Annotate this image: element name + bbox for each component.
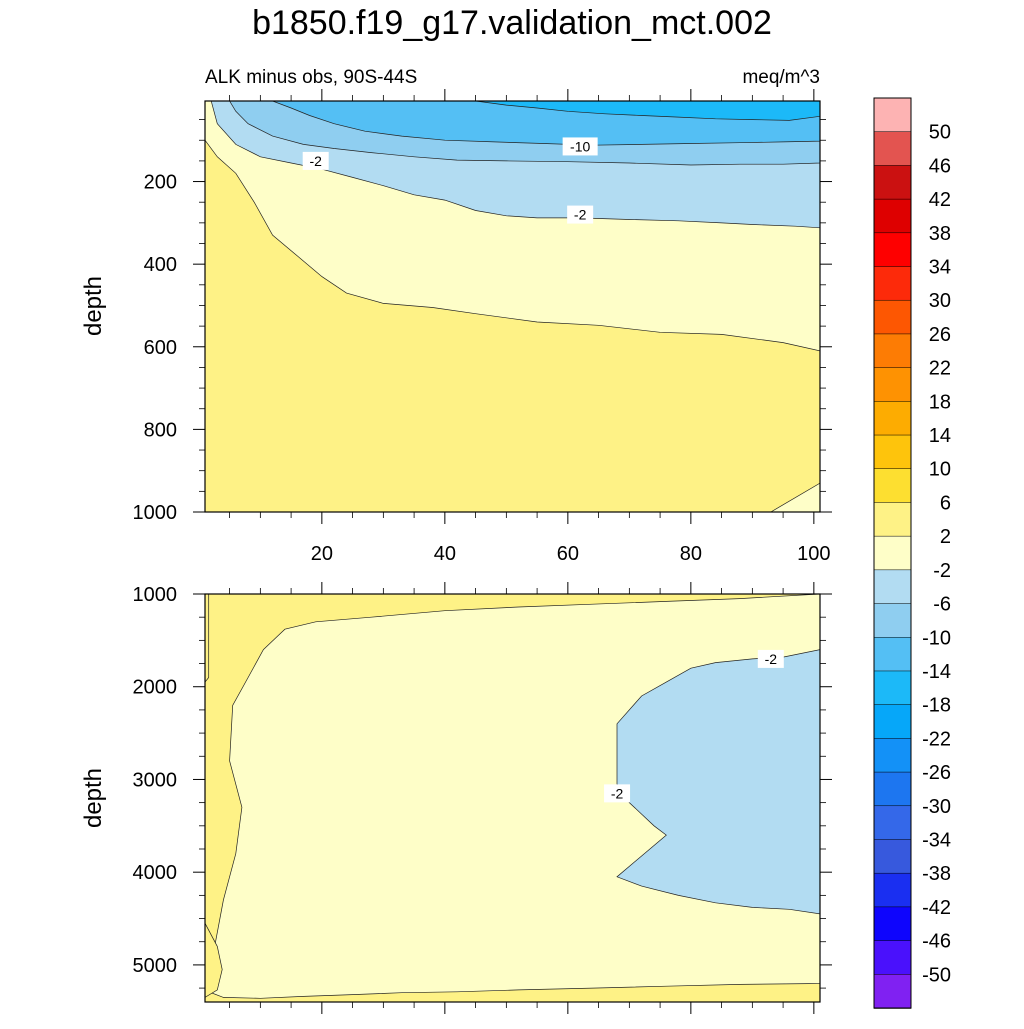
colorbar-swatch	[873, 367, 912, 403]
colorbar-swatch	[873, 198, 912, 234]
colorbar-label: 38	[929, 223, 951, 245]
lower-panel: 1000 2000 3000 4000 5000 -2 -2	[133, 582, 832, 1014]
colorbar-label: 26	[929, 324, 951, 346]
colorbar-swatch	[873, 97, 912, 133]
colorbar-swatch	[873, 299, 912, 335]
colorbar-swatch	[873, 974, 912, 1009]
colorbar-label: 50	[929, 122, 951, 144]
colorbar: 50 46 42 38 34 30 26 22 18 14 10 6 2 -2 -6 -10 -14 -18 -22…	[873, 97, 951, 1009]
upper-plot-frame	[204, 100, 821, 513]
colorbar-label: 22	[929, 358, 951, 380]
colorbar-label: 46	[929, 155, 951, 177]
colorbar-label: -30	[922, 796, 951, 818]
upper-right-label: meq/m^3	[742, 67, 820, 88]
colorbar-label: -2	[933, 560, 951, 582]
lower-fill-left-edge	[205, 594, 210, 683]
colorbar-swatch	[873, 872, 912, 908]
lower-y-tick-label: 2000	[133, 677, 178, 699]
colorbar-swatch	[873, 401, 912, 436]
colorbar-label: 10	[929, 459, 951, 481]
colorbar-label: 2	[940, 526, 951, 548]
upper-contour-label-bg	[562, 137, 598, 156]
upper-y-tick-label: 200	[144, 172, 177, 194]
colorbar-label: 30	[929, 290, 951, 312]
upper-x-tick-label: 100	[797, 543, 830, 565]
lower-y-tick-label: 5000	[133, 955, 178, 977]
upper-y-tick-label: 600	[144, 337, 177, 359]
upper-x-tick-label: 80	[680, 543, 702, 565]
lower-fill-minus6-minus2	[616, 649, 820, 915]
colorbar-swatch	[873, 738, 912, 773]
lower-contour-label-bg	[757, 649, 784, 668]
colorbar-swatch	[873, 940, 912, 976]
colorbar-swatch	[873, 131, 912, 167]
lower-contour-label: -2	[611, 785, 624, 801]
chart-title: b1850.f19_g17.validation_mct.002	[252, 4, 772, 42]
colorbar-label: -6	[933, 594, 951, 616]
upper-contour-label: -10	[570, 138, 590, 154]
colorbar-swatch	[873, 839, 912, 874]
lower-contour-label-bg	[604, 784, 631, 803]
lower-fill-group	[205, 594, 820, 1002]
colorbar-label: 6	[940, 492, 951, 514]
colorbar-label: -34	[922, 829, 951, 851]
colorbar-swatch	[873, 637, 912, 672]
colorbar-swatch	[873, 535, 912, 571]
lower-y-tick-label: 1000	[133, 584, 178, 606]
upper-y-tick-label: 400	[144, 254, 177, 276]
upper-panel: 20 40 60 80 100 200 400 600 800 1000 -2 -10 -2	[133, 89, 832, 565]
lower-contour-label: -2	[765, 651, 778, 667]
colorbar-label: 42	[929, 189, 951, 211]
lower-plot-frame	[204, 593, 821, 1003]
colorbar-swatch	[873, 805, 912, 841]
colorbar-label: -22	[922, 728, 951, 750]
colorbar-swatch	[873, 906, 912, 942]
colorbar-swatch	[873, 502, 912, 537]
upper-fill-corner	[770, 482, 820, 512]
colorbar-swatch	[873, 266, 912, 301]
upper-contour-label-bg	[567, 205, 594, 224]
colorbar-label: 34	[929, 257, 951, 279]
colorbar-swatch	[873, 704, 912, 740]
upper-contour-label: -2	[574, 207, 587, 223]
colorbar-label: -38	[922, 863, 951, 885]
colorbar-swatch	[873, 771, 912, 807]
colorbar-swatch	[873, 670, 912, 706]
colorbar-swatch	[873, 232, 912, 268]
upper-left-label: ALK minus obs, 90S-44S	[205, 67, 417, 88]
colorbar-swatch	[873, 165, 912, 200]
colorbar-swatch	[873, 603, 912, 639]
upper-contour-label: -2	[309, 153, 322, 169]
upper-fill-minus18-minus14	[475, 101, 820, 121]
lower-fill-left-bottom	[205, 923, 223, 998]
colorbar-frame	[873, 97, 912, 1009]
colorbar-label: 18	[929, 391, 951, 413]
colorbar-label: -14	[922, 661, 951, 683]
upper-y-tick-label: 800	[144, 419, 177, 441]
upper-x-tick-label: 20	[311, 543, 333, 565]
colorbar-label: -42	[922, 897, 951, 919]
colorbar-label: -50	[922, 964, 951, 986]
upper-fill-group	[205, 101, 820, 512]
lower-y-tick-label: 4000	[133, 862, 178, 884]
lower-y-tick-label: 3000	[133, 769, 178, 791]
colorbar-label: -10	[922, 627, 951, 649]
upper-y-axis-label: depth	[80, 276, 107, 336]
colorbar-swatch	[873, 434, 912, 470]
colorbar-swatch	[873, 468, 912, 504]
colorbar-swatch	[873, 569, 912, 605]
colorbar-label: 14	[929, 425, 951, 447]
colorbar-label: -26	[922, 762, 951, 784]
upper-x-tick-label: 60	[557, 543, 579, 565]
colorbar-label: -46	[922, 931, 951, 953]
colorbar-swatch	[873, 333, 912, 369]
colorbar-label: -18	[922, 695, 951, 717]
upper-y-tick-label: 1000	[133, 502, 178, 524]
lower-y-axis-label: depth	[80, 768, 107, 828]
upper-x-tick-label: 40	[434, 543, 456, 565]
upper-contour-label-bg	[302, 151, 329, 170]
